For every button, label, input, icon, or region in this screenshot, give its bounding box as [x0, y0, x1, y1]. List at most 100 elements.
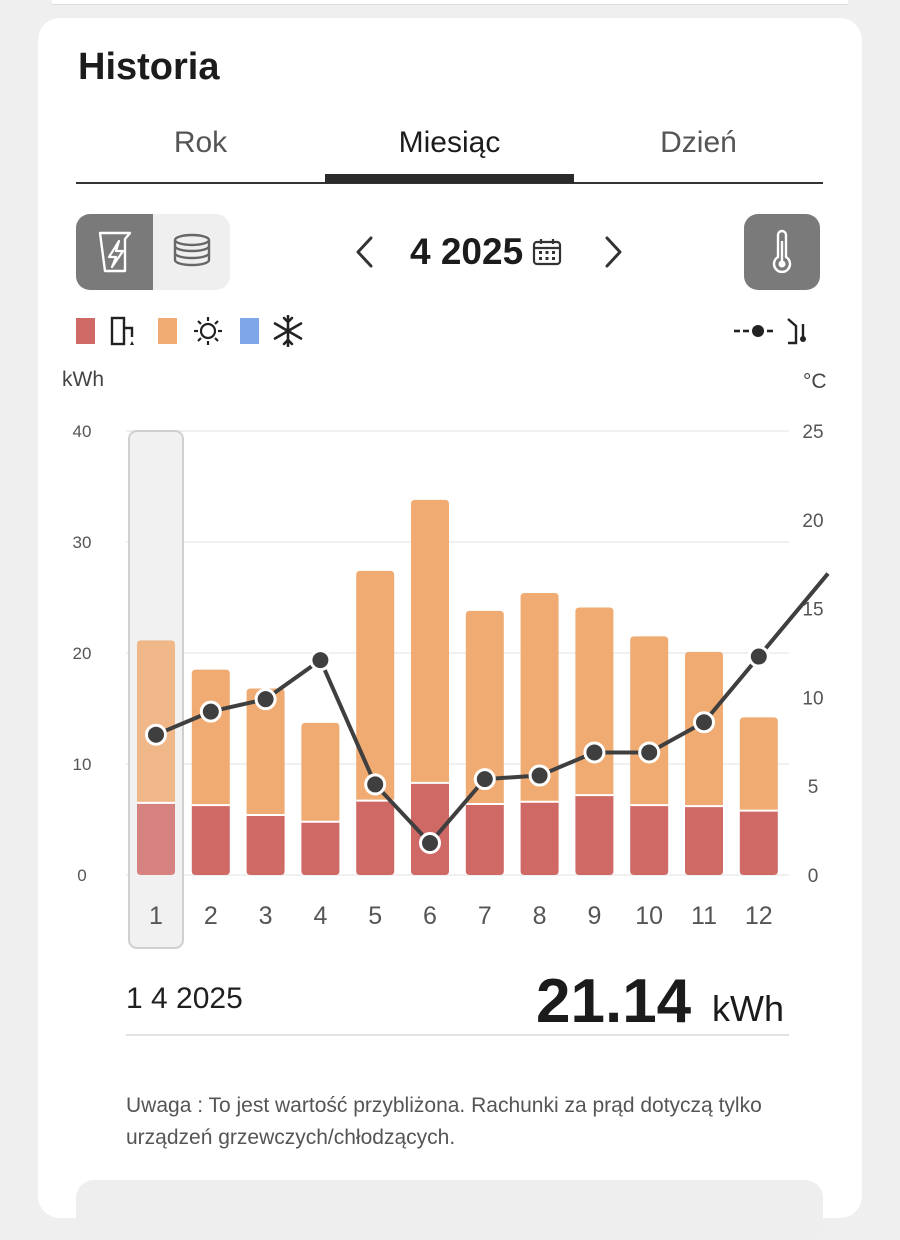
bar-segment[interactable] [465, 803, 504, 875]
legend-water-heating [76, 315, 156, 352]
calendar-icon [532, 239, 562, 266]
bar-segment[interactable] [137, 802, 175, 875]
x-axis-tick-label: 3 [259, 902, 273, 930]
legend-cooling [240, 314, 320, 352]
current-period: 4 2025 [410, 231, 524, 272]
legend-heating [158, 315, 238, 352]
bar-segment[interactable] [411, 499, 449, 783]
page-title: Historia [78, 46, 220, 88]
snowflake-icon [273, 314, 303, 348]
selected-unit: kWh [712, 988, 784, 1029]
period-tabs: Rok Miesiąc Dzień [76, 110, 823, 184]
previous-period-button[interactable] [344, 228, 384, 276]
x-axis-tick-label: 6 [423, 902, 437, 930]
y-axis-right-tick-label: 20 [802, 511, 823, 532]
x-axis-tick-label: 7 [478, 902, 492, 930]
temperature-point[interactable] [254, 688, 277, 711]
temperature-point[interactable] [528, 764, 551, 787]
y-axis-left-tick-label: 40 [73, 422, 92, 441]
bar-segment[interactable] [246, 688, 285, 816]
temperature-point[interactable] [419, 832, 441, 855]
tab-month[interactable]: Miesiąc [398, 126, 501, 159]
bar-segment[interactable] [191, 669, 230, 806]
bar-segment[interactable] [739, 717, 778, 811]
energy-toggle-button[interactable] [76, 214, 153, 290]
bar-segment[interactable] [137, 640, 175, 803]
water-tap-icon [110, 316, 134, 346]
chevron-right-icon [605, 236, 622, 268]
temperature-point[interactable] [473, 768, 496, 791]
y-axis-left-tick-label: 20 [73, 644, 92, 663]
tabs-divider [76, 182, 823, 184]
sun-icon [194, 317, 222, 345]
y-axis-right-tick-label: 5 [808, 777, 819, 798]
bar-segment[interactable] [520, 593, 559, 802]
x-axis-tick-label: 2 [204, 902, 218, 930]
legend-swatch-heating [158, 318, 177, 344]
coins-stack-icon [173, 233, 210, 267]
y-axis-right-tick-label: 10 [802, 688, 823, 709]
bar-segment[interactable] [630, 805, 669, 875]
bar-segment[interactable] [191, 805, 230, 875]
x-axis-tick-label: 5 [368, 902, 382, 930]
bar-segment[interactable] [630, 636, 669, 806]
thermometer-icon [772, 229, 792, 274]
chevron-left-icon [356, 236, 373, 268]
y-axis-left-tick-label: 10 [73, 755, 92, 774]
tab-year[interactable]: Rok [173, 126, 228, 159]
history-card: Historia Rok Miesiąc Dzień [38, 18, 862, 1240]
bar-segment[interactable] [739, 810, 778, 875]
bar-segment[interactable] [411, 782, 449, 875]
x-axis-tick-label: 4 [313, 902, 327, 930]
approximation-note: Uwaga : To jest wartość przybliżona. Rac… [126, 1094, 762, 1149]
y-axis-left-tick-label: 30 [73, 533, 92, 552]
calendar-button[interactable] [532, 238, 562, 271]
legend-swatch-cooling [240, 318, 259, 344]
tab-day[interactable]: Dzień [660, 126, 737, 159]
cost-toggle-button[interactable] [153, 214, 230, 290]
selected-value: 21.14 [536, 967, 692, 1036]
temperature-point[interactable] [364, 773, 387, 796]
active-tab-indicator [325, 174, 574, 183]
temperature-point[interactable] [693, 711, 715, 734]
bar-segment[interactable] [575, 795, 614, 875]
y-axis-right-tick-label: 25 [802, 422, 823, 443]
selected-date: 1 4 2025 [126, 982, 243, 1015]
x-axis-tick-label: 12 [745, 902, 773, 930]
right-axis-unit: °C [803, 370, 827, 393]
bar-segment[interactable] [246, 815, 285, 875]
temperature-point[interactable] [583, 741, 606, 764]
temperature-toggle-button[interactable] [744, 214, 820, 290]
temperature-point[interactable] [145, 723, 167, 746]
x-axis-tick-label: 8 [533, 902, 547, 930]
bar-segment[interactable] [356, 570, 395, 801]
temperature-point[interactable] [747, 645, 770, 668]
previous-card-edge [52, 0, 848, 5]
metric-toggle [76, 214, 230, 290]
x-axis-tick-label: 10 [635, 902, 663, 930]
next-period-button[interactable] [594, 228, 634, 276]
x-axis-tick-label: 11 [691, 902, 717, 930]
bar-segment[interactable] [465, 610, 504, 804]
temperature-point[interactable] [309, 649, 332, 672]
y-axis-left-tick-label: 0 [77, 866, 86, 885]
bar-segment[interactable] [356, 800, 395, 875]
bar-segment[interactable] [520, 801, 559, 875]
temperature-point[interactable] [199, 700, 222, 723]
legend-swatch-water-heating [76, 318, 95, 344]
bar-segment[interactable] [575, 607, 614, 796]
legend-outdoor-temperature [732, 315, 832, 352]
selection-divider [126, 1034, 789, 1036]
bar-segment[interactable] [301, 821, 340, 875]
y-axis-right-tick-label: 15 [802, 600, 823, 621]
bar-segment[interactable] [685, 806, 723, 875]
left-axis-unit: kWh [62, 368, 104, 391]
lightning-icon [98, 231, 131, 273]
temperature-point[interactable] [638, 741, 661, 764]
outdoor-temperature-icon [734, 318, 806, 345]
y-axis-right-tick-label: 0 [808, 866, 819, 887]
x-axis-tick-label: 1 [149, 902, 163, 930]
bar-segment[interactable] [301, 722, 340, 822]
next-section-card [76, 1180, 823, 1240]
